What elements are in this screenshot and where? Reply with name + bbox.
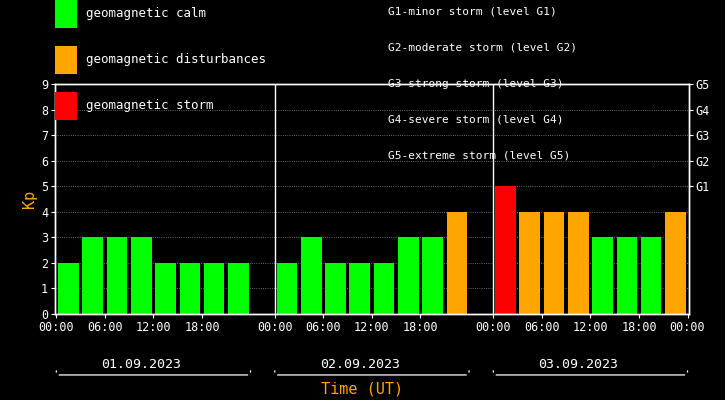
Bar [83, 237, 103, 314]
Text: G1-minor storm (level G1): G1-minor storm (level G1) [388, 7, 557, 17]
Text: G5-extreme storm (level G5): G5-extreme storm (level G5) [388, 151, 570, 161]
Bar [204, 263, 225, 314]
Bar [228, 263, 249, 314]
Text: geomagnetic storm: geomagnetic storm [86, 100, 213, 112]
Bar [519, 212, 540, 314]
Bar [447, 212, 467, 314]
Bar [568, 212, 589, 314]
Bar [374, 263, 394, 314]
Text: geomagnetic disturbances: geomagnetic disturbances [86, 54, 265, 66]
Bar [544, 212, 564, 314]
Text: Time (UT): Time (UT) [321, 381, 404, 396]
Bar [422, 237, 443, 314]
Text: G4-severe storm (level G4): G4-severe storm (level G4) [388, 115, 563, 125]
Bar [665, 212, 686, 314]
Text: geomagnetic calm: geomagnetic calm [86, 8, 206, 20]
Bar [349, 263, 370, 314]
Bar [107, 237, 128, 314]
Text: G2-moderate storm (level G2): G2-moderate storm (level G2) [388, 43, 577, 53]
Bar [641, 237, 661, 314]
Text: 01.09.2023: 01.09.2023 [102, 358, 181, 371]
Bar [616, 237, 637, 314]
Bar [58, 263, 79, 314]
Bar [180, 263, 200, 314]
Bar [495, 186, 515, 314]
Bar [592, 237, 613, 314]
Bar [301, 237, 322, 314]
Text: G3-strong storm (level G3): G3-strong storm (level G3) [388, 79, 563, 89]
Bar [277, 263, 297, 314]
Bar [155, 263, 176, 314]
Bar [131, 237, 152, 314]
Y-axis label: Kp: Kp [22, 190, 37, 208]
Text: 03.09.2023: 03.09.2023 [538, 358, 618, 371]
Text: 02.09.2023: 02.09.2023 [320, 358, 399, 371]
Bar [398, 237, 418, 314]
Bar [326, 263, 346, 314]
